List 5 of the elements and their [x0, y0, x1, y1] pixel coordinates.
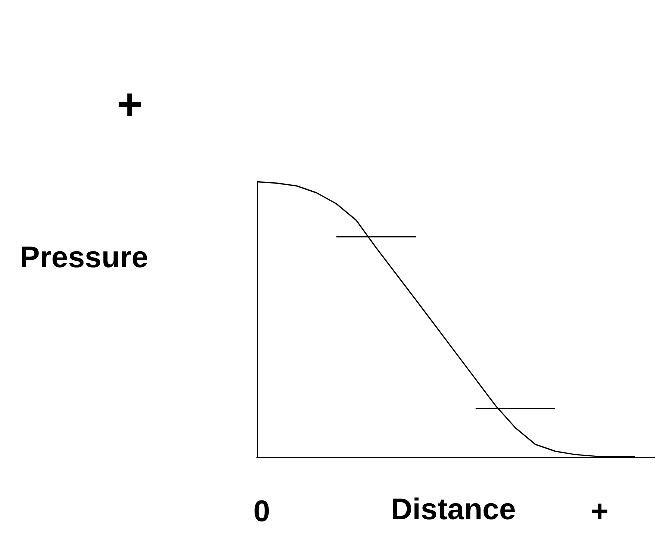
- y-axis-title: Pressure: [20, 242, 148, 274]
- x-axis-title: Distance: [391, 494, 516, 526]
- text: +: [117, 80, 143, 130]
- text: 0: [254, 496, 270, 528]
- text: +: [591, 496, 609, 528]
